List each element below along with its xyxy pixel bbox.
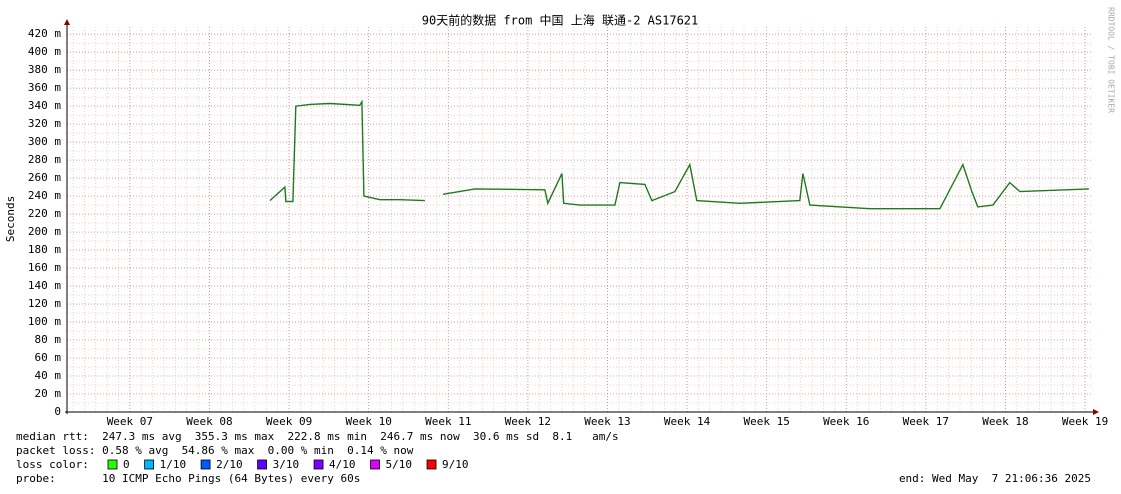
y-tick-label: 380 m [28, 63, 61, 76]
loss-label: 0 [123, 458, 130, 471]
y-tick-label: 60 m [35, 351, 62, 364]
y-tick-label: 140 m [28, 279, 61, 292]
loss-label: 9/10 [442, 458, 469, 471]
x-tick-label: Week 15 [743, 415, 789, 428]
y-tick-label: 200 m [28, 225, 61, 238]
x-tick-label: Week 12 [505, 415, 551, 428]
y-tick-label: 260 m [28, 171, 61, 184]
y-tick-label: 40 m [35, 369, 62, 382]
y-tick-label: 20 m [35, 387, 62, 400]
loss-label: 3/10 [273, 458, 300, 471]
end-text: end: Wed May 7 21:06:36 2025 [899, 472, 1091, 485]
loss-swatch [257, 459, 267, 470]
loss-swatch [200, 459, 211, 470]
x-tick-label: Week 10 [345, 415, 391, 428]
footer-line: median rtt: 247.3 ms avg 355.3 ms max 22… [16, 430, 619, 443]
loss-label: 4/10 [329, 458, 356, 471]
y-tick-label: 400 m [28, 45, 61, 58]
y-tick-label: 340 m [28, 99, 61, 112]
x-tick-label: Week 07 [107, 415, 153, 428]
y-tick-label: 280 m [28, 153, 61, 166]
x-tick-label: Week 17 [903, 415, 949, 428]
loss-label: 1/10 [160, 458, 187, 471]
y-tick-label: 360 m [28, 81, 61, 94]
y-tick-label: 160 m [28, 261, 61, 274]
x-tick-label: Week 19 [1062, 415, 1108, 428]
rtt-line [269, 99, 1089, 210]
footer-line: packet loss: 0.58 % avg 54.86 % max 0.00… [16, 444, 414, 457]
x-tick-label: Week 09 [266, 415, 312, 428]
x-tick-label: Week 08 [186, 415, 232, 428]
loss-swatch [144, 459, 155, 470]
y-tick-label: 80 m [35, 333, 62, 346]
y-tick-label: 300 m [28, 135, 61, 148]
loss-label: 2/10 [216, 458, 243, 471]
y-tick-label: 420 m [28, 27, 61, 40]
x-tick-label: Week 16 [823, 415, 869, 428]
probe-text: probe: 10 ICMP Echo Pings (64 Bytes) eve… [16, 472, 360, 485]
loss-label: 5/10 [386, 458, 413, 471]
loss-title: loss color: [16, 458, 89, 471]
x-tick-label: Week 11 [425, 415, 471, 428]
y-axis-label: Seconds [4, 196, 17, 242]
loss-swatch [107, 459, 118, 470]
y-tick-label: 320 m [28, 117, 61, 130]
chart-title: 90天前的数据 from 中国 上海 联通-2 AS17621 [422, 13, 699, 28]
loss-swatch [313, 459, 324, 470]
x-tick-label: Week 14 [664, 415, 711, 428]
loss-swatch [426, 459, 437, 470]
y-tick-label: 120 m [28, 297, 61, 310]
axis-arrow [1093, 409, 1099, 415]
x-tick-label: Week 18 [982, 415, 1028, 428]
side-text: RRDTOOL / TOBI OETIKER [1107, 7, 1116, 113]
y-tick-label: 240 m [28, 189, 61, 202]
x-tick-label: Week 13 [584, 415, 630, 428]
loss-swatch [370, 459, 380, 470]
y-tick-label: 100 m [28, 315, 61, 328]
y-tick-label: 0 [54, 405, 61, 418]
axis-arrow [64, 19, 70, 25]
y-tick-label: 220 m [28, 207, 61, 220]
y-tick-label: 180 m [28, 243, 61, 256]
